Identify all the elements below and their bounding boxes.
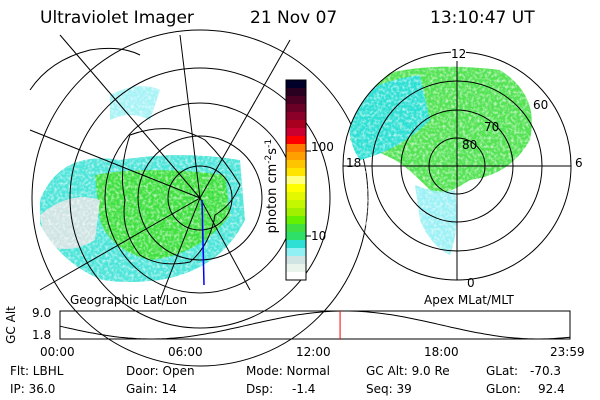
colorbar-band [286, 256, 306, 265]
colorbar-band [286, 176, 306, 185]
xtick-1800: 18:00 [424, 345, 459, 359]
unit-mid: s [265, 147, 281, 155]
geographic-map [27, 29, 369, 367]
xtick-1200: 12:00 [296, 345, 331, 359]
xtick-0000: 00:00 [40, 345, 75, 359]
colorbar-tick-10: 10 [311, 229, 327, 243]
mlt-label-6: 6 [575, 156, 583, 170]
colorbar-band [286, 120, 306, 129]
seq-info: Seq: 39 [366, 382, 412, 396]
unit-base: photon cm [265, 163, 281, 234]
colorbar-band [286, 128, 306, 137]
colorbar-band [286, 144, 306, 153]
mlat-mlt-dial [342, 51, 572, 281]
altitude-curve [59, 310, 571, 340]
altitude-ylabel: GC Alt [3, 306, 18, 344]
ytick-min: 1.8 [32, 328, 52, 342]
colorbar-unit-label: photon cm-2s-1 [264, 116, 280, 256]
colorbar-tick-100: 100 [311, 140, 334, 154]
colorbar-band [286, 184, 306, 193]
time-label: 13:10:47 UT [430, 8, 535, 28]
filter-info: Flt: LBHL [10, 364, 64, 378]
colorbar-band [286, 240, 306, 249]
colorbar-band [286, 192, 306, 201]
date-label: 21 Nov 07 [250, 8, 338, 28]
door-info: Door: Open [126, 364, 195, 378]
ytick-max: 9.0 [32, 306, 52, 320]
colorbar-band [286, 216, 306, 225]
mode-info: Mode: Normal [246, 364, 330, 378]
mlat-label-60: 60 [533, 98, 549, 112]
left-panel-label: Geographic Lat/Lon [70, 293, 188, 307]
unit-sup1: -2 [263, 154, 274, 164]
mlt-label-12: 12 [451, 47, 467, 61]
gain-info: Gain: 14 [126, 382, 177, 396]
glon-value: 92.4 [538, 382, 565, 396]
colorbar-band [286, 168, 306, 177]
colorbar [285, 79, 311, 281]
colorbar-band [286, 208, 306, 217]
colorbar-band [286, 152, 306, 161]
glat-value: -70.3 [530, 364, 562, 378]
colorbar-band [286, 232, 306, 241]
colorbar-band [286, 136, 306, 145]
xtick-0600: 06:00 [168, 345, 203, 359]
instrument-title: Ultraviolet Imager [40, 8, 194, 28]
gc-alt-info: GC Alt: 9.0 Re [366, 364, 450, 378]
glat-label: GLat: [486, 364, 519, 378]
colorbar-frame [285, 79, 307, 281]
mlat-label-80: 80 [462, 138, 478, 152]
colorbar-band [286, 160, 306, 169]
colorbar-band [286, 224, 306, 233]
colorbar-band [286, 96, 306, 105]
colorbar-band [286, 248, 306, 257]
colorbar-band [286, 112, 306, 121]
dsp-value: -1.4 [292, 382, 316, 396]
xtick-2359: 23:59 [550, 345, 585, 359]
unit-sup2: -1 [263, 138, 274, 148]
ip-info: IP: 36.0 [10, 382, 56, 396]
colorbar-band [286, 272, 306, 281]
mlt-label-18: 18 [346, 156, 362, 170]
right-panel-label: Apex MLat/MLT [424, 293, 514, 307]
colorbar-band [286, 80, 306, 89]
colorbar-band [286, 264, 306, 273]
mlat-label-70: 70 [484, 120, 500, 134]
mlt-label-0: 0 [467, 276, 475, 290]
colorbar-band [286, 200, 306, 209]
colorbar-band [286, 104, 306, 113]
glon-label: GLon: [486, 382, 521, 396]
dsp-label: Dsp: [246, 382, 274, 396]
colorbar-band [286, 88, 306, 97]
altitude-plot [59, 310, 571, 340]
